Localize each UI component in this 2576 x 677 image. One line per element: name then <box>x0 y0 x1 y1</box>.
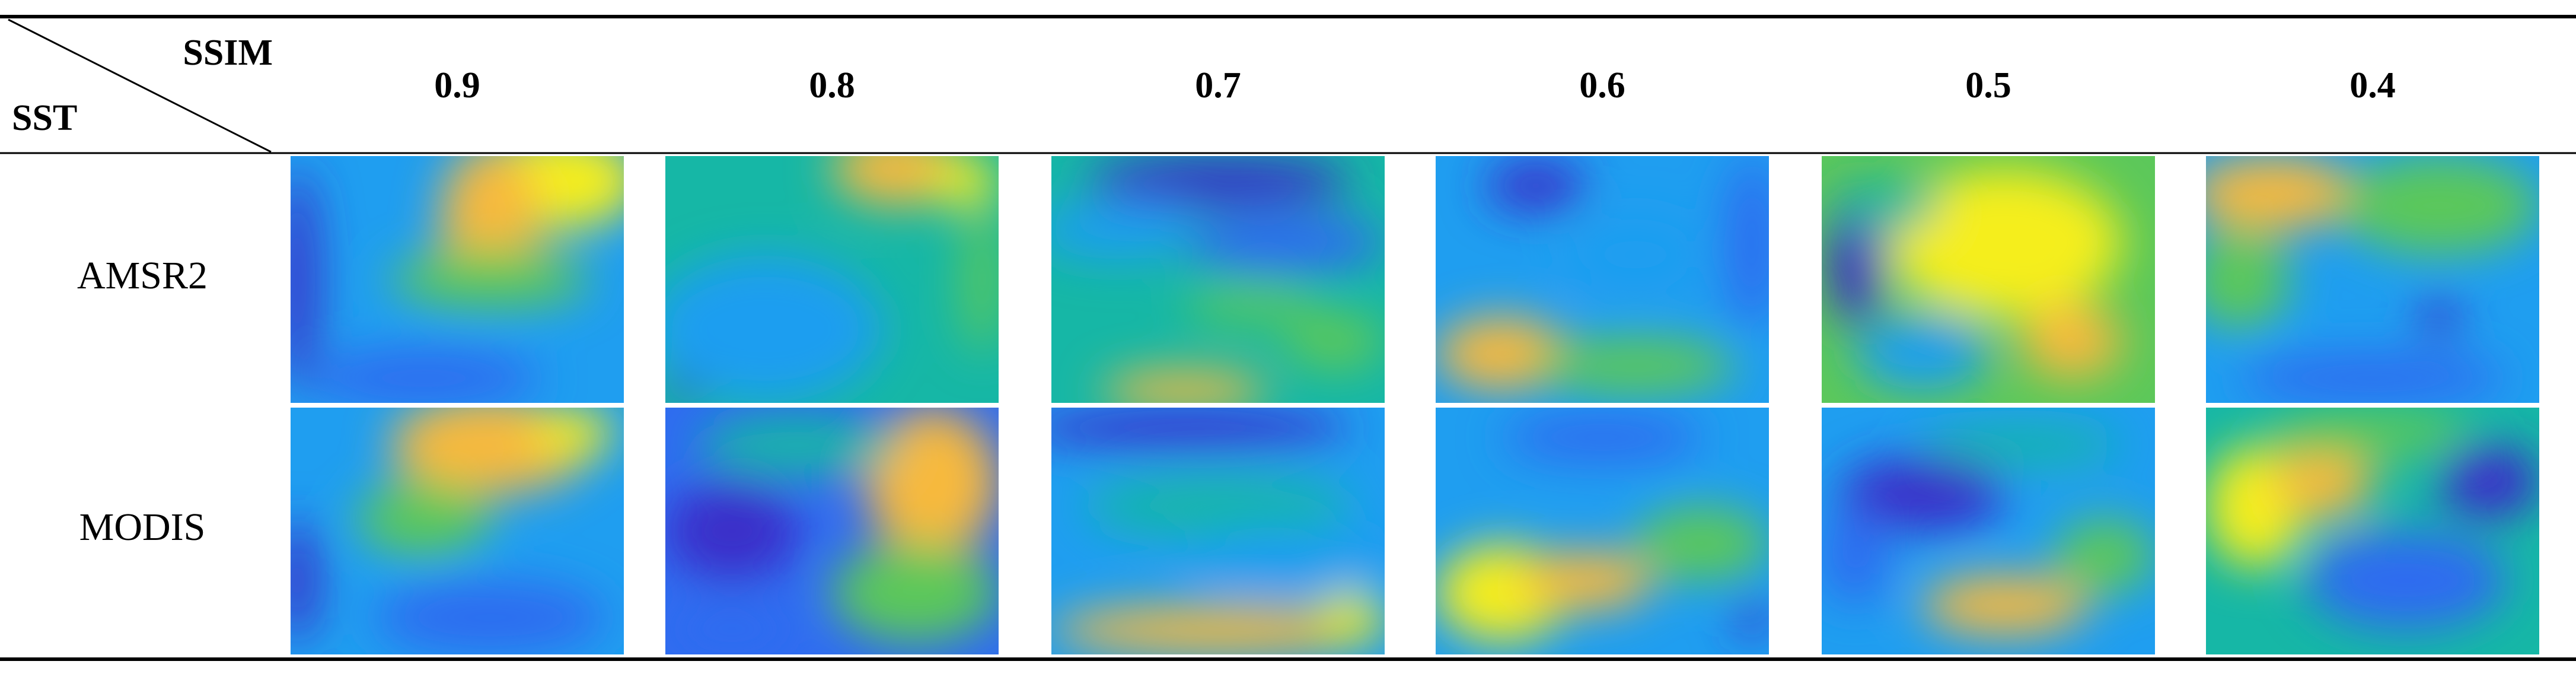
image-blob <box>832 156 965 206</box>
image-blob <box>665 255 882 403</box>
sst-image <box>2206 408 2539 654</box>
image-blob <box>1184 212 1385 272</box>
image-blob <box>2206 230 2290 329</box>
image-blob <box>291 168 317 391</box>
image-blob <box>2272 408 2473 457</box>
image-blob <box>1051 605 1385 654</box>
image-blob <box>1085 156 1351 206</box>
sst-image <box>1436 156 1769 403</box>
sst-image <box>291 408 624 654</box>
image-blob <box>1485 161 1586 211</box>
image-blob <box>665 481 799 581</box>
image-blobs <box>1051 156 1385 403</box>
image-blob <box>2239 353 2506 403</box>
image-blob <box>832 543 999 643</box>
image-blobs <box>1436 412 1769 643</box>
image-blob <box>2419 297 2460 336</box>
image-blob <box>1568 218 1703 292</box>
image-blob <box>1888 168 2122 317</box>
sst-image <box>2206 156 2539 403</box>
image-blob <box>1519 551 1653 611</box>
image-blob <box>2055 519 2155 593</box>
image-blob <box>1101 370 1268 403</box>
image-blob <box>665 605 799 654</box>
image-blobs <box>665 408 999 654</box>
image-blob <box>665 378 699 403</box>
sst-image <box>1051 156 1385 403</box>
column-label: 0.7 <box>1195 65 1241 106</box>
image-blobs <box>291 156 624 403</box>
image-blobs <box>2206 408 2539 630</box>
column-label: 0.8 <box>809 65 855 106</box>
image-blobs <box>2206 156 2539 403</box>
image-blob <box>390 250 591 309</box>
image-blob <box>865 408 999 556</box>
sst-image <box>291 156 624 403</box>
row-axis-label: SST <box>12 98 77 138</box>
image-blob <box>534 408 614 457</box>
sst-image <box>665 408 999 654</box>
column-label: 0.9 <box>434 65 480 106</box>
image-blob <box>1436 316 1569 391</box>
sst-image <box>665 156 999 403</box>
image-blob <box>699 415 899 475</box>
image-blob <box>1085 476 1351 536</box>
image-blob <box>1725 156 1769 329</box>
row-label: AMSR2 <box>77 254 208 297</box>
image-blob <box>374 580 607 654</box>
image-blobs <box>665 156 999 403</box>
row-label: MODIS <box>79 506 206 549</box>
image-blobs <box>1051 408 1385 654</box>
image-blobs <box>1828 168 2122 391</box>
column-label: 0.4 <box>2349 65 2396 106</box>
column-axis-label: SSIM <box>183 33 273 73</box>
image-blob <box>1838 180 1939 230</box>
image-blob <box>932 156 999 206</box>
image-blob <box>1822 506 1889 605</box>
corner-diagonal <box>8 18 272 153</box>
image-blob <box>1838 457 2006 531</box>
image-blob <box>2306 531 2506 630</box>
image-blob <box>2339 156 2539 255</box>
image-blob <box>1284 312 1385 371</box>
sst-image <box>1822 408 2155 654</box>
sst-image <box>1822 156 2155 403</box>
image-blob <box>1535 336 1736 396</box>
image-blob <box>1318 593 1385 643</box>
column-label: 0.5 <box>1965 65 2011 106</box>
image-blob <box>1735 597 1769 637</box>
image-blob <box>1184 284 1318 324</box>
image-blob <box>291 519 317 643</box>
image-blob <box>962 205 999 354</box>
image-blob <box>1051 200 1201 260</box>
image-blob <box>1921 425 2122 465</box>
image-blob <box>2022 304 2122 379</box>
image-blob <box>1635 506 1769 581</box>
image-blob <box>2272 444 2373 519</box>
image-blob <box>2439 444 2539 519</box>
sst-image <box>1436 408 1769 654</box>
image-blob <box>1502 412 1703 462</box>
image-blob <box>1855 316 1989 391</box>
image-blob <box>1184 526 1385 586</box>
image-blobs <box>291 408 614 654</box>
image-blobs <box>1436 156 1769 396</box>
image-blob <box>1921 575 2089 635</box>
image-blob <box>357 481 491 556</box>
column-label: 0.6 <box>1579 65 1625 106</box>
image-blob <box>307 348 541 403</box>
image-blob <box>2206 156 2356 230</box>
sst-image <box>1051 408 1385 654</box>
image-blob <box>1051 408 1351 447</box>
image-blobs <box>1822 425 2155 635</box>
